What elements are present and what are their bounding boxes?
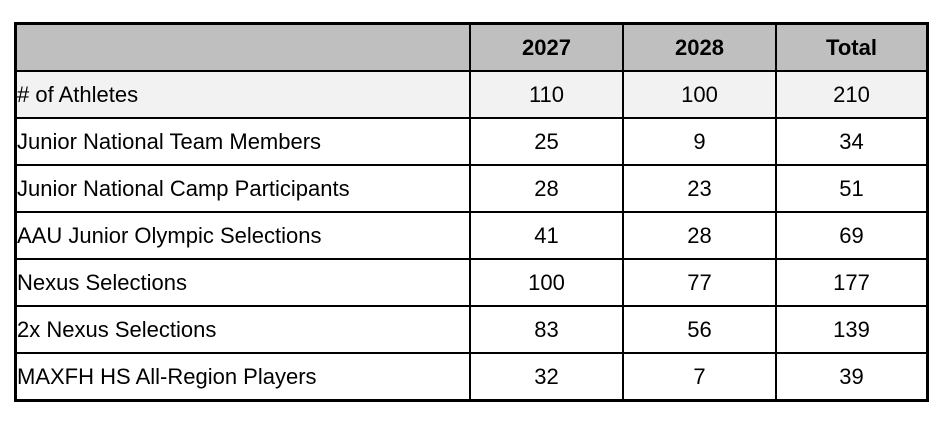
table-row: MAXFH HS All-Region Players 32 7 39 — [14, 352, 929, 402]
value-cell: 100 — [622, 70, 777, 119]
row-label: 2x Nexus Selections — [14, 305, 471, 354]
value-cell: 39 — [775, 352, 929, 402]
table-row: AAU Junior Olympic Selections 41 28 69 — [14, 211, 929, 260]
row-label: MAXFH HS All-Region Players — [14, 352, 471, 402]
header-row: 2027 2028 Total — [14, 22, 929, 72]
value-cell: 110 — [469, 70, 624, 119]
value-cell: 34 — [775, 117, 929, 166]
value-cell: 28 — [469, 164, 624, 213]
value-cell: 41 — [469, 211, 624, 260]
value-cell: 9 — [622, 117, 777, 166]
value-cell: 177 — [775, 258, 929, 307]
table-row: 2x Nexus Selections 83 56 139 — [14, 305, 929, 354]
header-cell-2027: 2027 — [469, 22, 624, 72]
row-label: Junior National Team Members — [14, 117, 471, 166]
table-row: Junior National Team Members 25 9 34 — [14, 117, 929, 166]
value-cell: 28 — [622, 211, 777, 260]
table-body: # of Athletes 110 100 210 Junior National Te… — [14, 70, 929, 402]
value-cell: 83 — [469, 305, 624, 354]
value-cell: 210 — [775, 70, 929, 119]
table-row: Junior National Camp Participants 28 23 51 — [14, 164, 929, 213]
row-label: # of Athletes — [14, 70, 471, 119]
value-cell: 69 — [775, 211, 929, 260]
value-cell: 51 — [775, 164, 929, 213]
value-cell: 23 — [622, 164, 777, 213]
header-cell-2028: 2028 — [622, 22, 777, 72]
value-cell: 77 — [622, 258, 777, 307]
row-label: Nexus Selections — [14, 258, 471, 307]
header-cell-blank — [14, 22, 471, 72]
row-label: AAU Junior Olympic Selections — [14, 211, 471, 260]
value-cell: 56 — [622, 305, 777, 354]
value-cell: 100 — [469, 258, 624, 307]
header-cell-total: Total — [775, 22, 929, 72]
value-cell: 7 — [622, 352, 777, 402]
table-row: # of Athletes 110 100 210 — [14, 70, 929, 119]
athlete-stats-table: 2027 2028 Total # of Athletes 110 100 210 Juni… — [14, 22, 929, 402]
value-cell: 25 — [469, 117, 624, 166]
row-label: Junior National Camp Participants — [14, 164, 471, 213]
table-row: Nexus Selections 100 77 177 — [14, 258, 929, 307]
value-cell: 139 — [775, 305, 929, 354]
value-cell: 32 — [469, 352, 624, 402]
